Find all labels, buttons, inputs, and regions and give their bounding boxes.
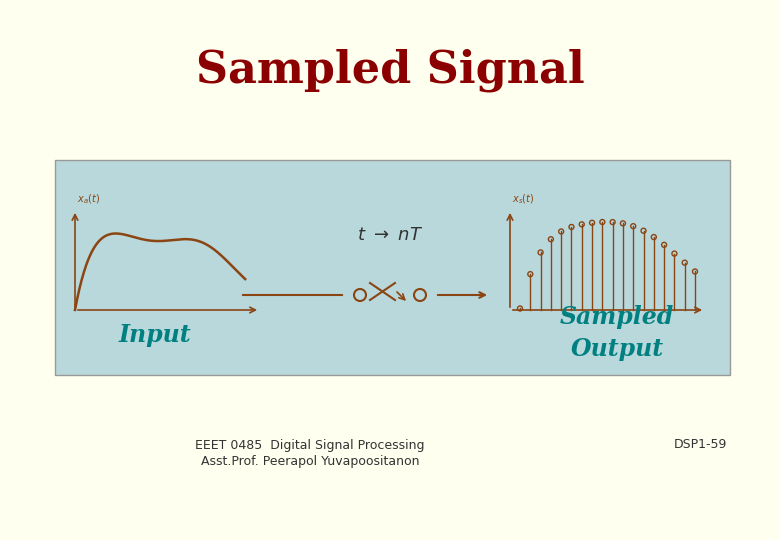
Text: Input: Input: [119, 323, 191, 347]
Text: Asst.Prof. Peerapol Yuvapoositanon: Asst.Prof. Peerapol Yuvapoositanon: [200, 456, 420, 469]
Text: DSP1-59: DSP1-59: [673, 438, 727, 451]
Text: $x_a(t)$: $x_a(t)$: [77, 192, 100, 206]
Text: $x_s(t)$: $x_s(t)$: [512, 192, 534, 206]
Text: Sampled
Output: Sampled Output: [560, 305, 674, 361]
FancyBboxPatch shape: [55, 160, 730, 375]
Text: $t\ \rightarrow\ nT$: $t\ \rightarrow\ nT$: [356, 226, 424, 244]
Text: EEET 0485  Digital Signal Processing: EEET 0485 Digital Signal Processing: [195, 438, 425, 451]
Text: Sampled Signal: Sampled Signal: [196, 48, 584, 92]
